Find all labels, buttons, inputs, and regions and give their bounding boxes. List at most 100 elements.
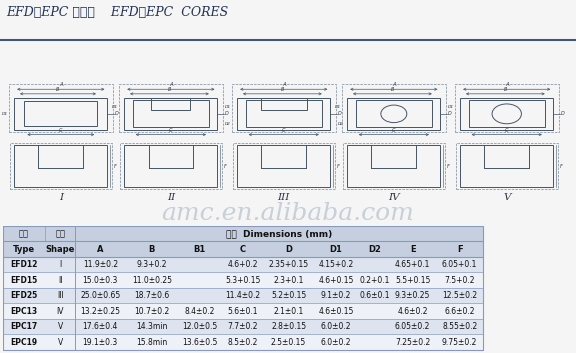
Text: C: C <box>392 128 396 133</box>
Bar <box>460 98 554 130</box>
Text: 15.8min: 15.8min <box>137 338 168 347</box>
Text: 4.6±0.2: 4.6±0.2 <box>397 307 428 316</box>
Text: 6.05±0.2: 6.05±0.2 <box>395 322 430 331</box>
Text: 4.6+0.2: 4.6+0.2 <box>228 260 258 269</box>
Text: D: D <box>338 111 342 116</box>
Text: D1: D1 <box>335 105 341 109</box>
Text: 2.3+0.1: 2.3+0.1 <box>274 276 304 285</box>
Bar <box>456 143 558 189</box>
Text: C: C <box>505 128 509 133</box>
Text: 8.55±0.2: 8.55±0.2 <box>442 322 478 331</box>
Text: EFD15: EFD15 <box>10 276 37 285</box>
Bar <box>343 143 445 189</box>
Text: V: V <box>58 322 63 331</box>
Text: F: F <box>337 164 340 169</box>
Bar <box>237 145 331 187</box>
Text: 型号: 型号 <box>19 229 29 238</box>
Text: EFD12: EFD12 <box>10 260 38 269</box>
Bar <box>261 98 306 110</box>
Text: D2: D2 <box>338 121 343 126</box>
Text: F: F <box>457 245 463 254</box>
Text: C: C <box>240 245 246 254</box>
Text: D: D <box>285 245 292 254</box>
Text: 7.5+0.2: 7.5+0.2 <box>445 276 475 285</box>
Bar <box>347 98 441 130</box>
Text: II: II <box>166 193 175 202</box>
Bar <box>3 241 483 257</box>
Text: 形状: 形状 <box>55 229 65 238</box>
Text: F: F <box>447 164 450 169</box>
Text: 12.5±0.2: 12.5±0.2 <box>442 291 478 300</box>
Text: F: F <box>114 164 117 169</box>
Text: B: B <box>168 87 171 92</box>
Text: I: I <box>59 260 61 269</box>
Text: Type: Type <box>13 245 35 254</box>
Bar <box>124 98 218 130</box>
Text: C: C <box>282 128 286 133</box>
Text: 8.5±0.2: 8.5±0.2 <box>228 338 258 347</box>
Text: II: II <box>58 276 62 285</box>
Text: 4.6±0.15: 4.6±0.15 <box>318 307 354 316</box>
Text: D1: D1 <box>329 245 342 254</box>
Text: 9.3±0.25: 9.3±0.25 <box>395 291 430 300</box>
Text: IV: IV <box>56 307 64 316</box>
Text: 8.4±0.2: 8.4±0.2 <box>184 307 215 316</box>
Text: 11.9±0.2: 11.9±0.2 <box>83 260 118 269</box>
Text: B1: B1 <box>194 245 206 254</box>
Text: 5.6±0.1: 5.6±0.1 <box>228 307 258 316</box>
Text: 0.2+0.1: 0.2+0.1 <box>359 276 389 285</box>
Bar <box>454 84 559 132</box>
Text: F: F <box>560 164 563 169</box>
Bar <box>119 84 223 132</box>
Text: 5.5+0.15: 5.5+0.15 <box>395 276 430 285</box>
Bar <box>3 288 483 304</box>
Text: EFD、EPC 型磁芯    EFD、EPC  CORES: EFD、EPC 型磁芯 EFD、EPC CORES <box>6 6 228 19</box>
Text: 尺寸  Dimensions (mm): 尺寸 Dimensions (mm) <box>226 229 332 238</box>
Bar <box>3 304 483 319</box>
Bar <box>3 257 483 273</box>
Text: 9.1±0.2: 9.1±0.2 <box>321 291 351 300</box>
Bar <box>120 143 222 189</box>
Text: 0.6±0.1: 0.6±0.1 <box>359 291 389 300</box>
Text: amc.en.alibaba.com: amc.en.alibaba.com <box>161 202 415 226</box>
Text: III: III <box>278 193 290 202</box>
Bar <box>151 98 190 110</box>
Text: 10.7±0.2: 10.7±0.2 <box>134 307 169 316</box>
Bar <box>14 98 107 130</box>
Text: B: B <box>281 87 284 92</box>
Text: 14.3min: 14.3min <box>136 322 168 331</box>
Text: C: C <box>169 128 173 133</box>
Text: B: B <box>503 87 507 92</box>
Text: 4.6+0.15: 4.6+0.15 <box>318 276 354 285</box>
Text: V: V <box>503 193 510 202</box>
Text: 6.05+0.1: 6.05+0.1 <box>442 260 478 269</box>
Bar <box>3 226 483 241</box>
Text: 2.5±0.15: 2.5±0.15 <box>271 338 306 347</box>
Bar <box>233 143 335 189</box>
Text: 17.6±0.4: 17.6±0.4 <box>82 322 118 331</box>
Text: EFD25: EFD25 <box>10 291 37 300</box>
Text: D1: D1 <box>448 105 454 109</box>
Text: 6.6±0.2: 6.6±0.2 <box>445 307 475 316</box>
Text: 7.7±0.2: 7.7±0.2 <box>228 322 258 331</box>
Text: D: D <box>448 111 452 116</box>
Text: 25.0±0.65: 25.0±0.65 <box>80 291 120 300</box>
Text: 4.15+0.2: 4.15+0.2 <box>318 260 354 269</box>
Text: A: A <box>392 82 396 87</box>
Bar <box>14 145 107 187</box>
Text: D: D <box>560 111 564 116</box>
Text: 4.65+0.1: 4.65+0.1 <box>395 260 430 269</box>
Bar <box>9 84 113 132</box>
Text: 5.2±0.15: 5.2±0.15 <box>271 291 306 300</box>
Bar <box>3 226 483 350</box>
Text: A: A <box>97 245 104 254</box>
Text: D2: D2 <box>225 121 230 126</box>
Text: D1: D1 <box>112 105 118 109</box>
Text: Shape: Shape <box>46 245 75 254</box>
Text: F: F <box>224 164 227 169</box>
Bar <box>3 334 483 350</box>
Bar <box>469 100 545 127</box>
Text: 5.3+0.15: 5.3+0.15 <box>225 276 260 285</box>
Text: A: A <box>169 82 173 87</box>
Bar <box>24 101 97 126</box>
